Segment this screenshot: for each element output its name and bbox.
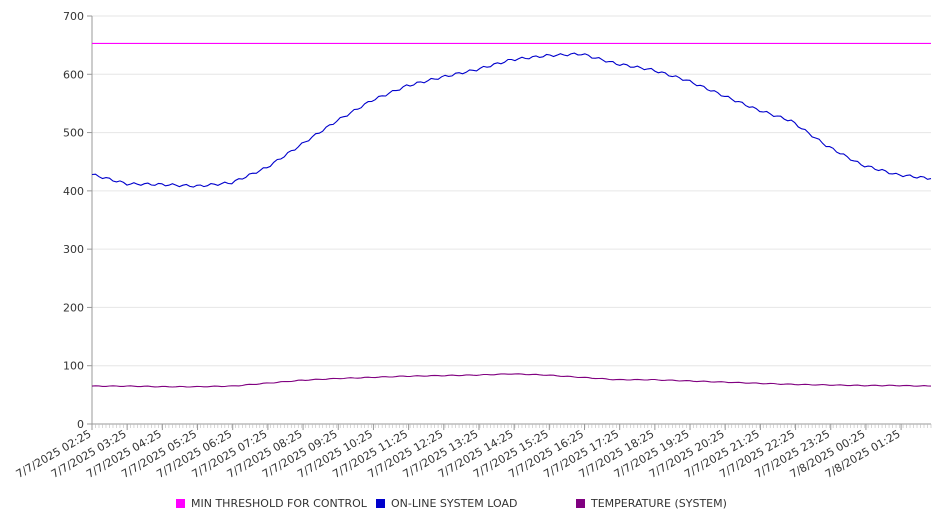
y-tick-label: 200: [63, 301, 84, 314]
y-tick-label: 700: [63, 10, 84, 23]
series-line-system-load: [91, 52, 932, 188]
y-tick-label: 300: [63, 243, 84, 256]
legend-item-min-threshold[interactable]: MIN THRESHOLD FOR CONTROL: [176, 497, 367, 510]
y-tick-label: 600: [63, 68, 84, 81]
y-tick-label: 100: [63, 360, 84, 373]
grid-lines: [92, 15, 931, 367]
legend-label-system-load: ON-LINE SYSTEM LOAD: [391, 497, 518, 510]
legend-swatch-temperature: [576, 499, 585, 508]
y-axis-ticks: 0 100 200 300 400 500 600 700: [63, 10, 92, 431]
y-tick-label: 0: [77, 418, 84, 431]
series-lines: [91, 42, 932, 388]
legend-swatch-system-load: [376, 499, 385, 508]
chart-axes: [91, 16, 931, 425]
x-axis-ticks: 7/7/2025 02:257/7/2025 03:257/7/2025 04:…: [14, 424, 932, 481]
legend-swatch-min-threshold: [176, 499, 185, 508]
y-tick-label: 400: [63, 185, 84, 198]
chart-legend: MIN THRESHOLD FOR CONTROL ON-LINE SYSTEM…: [0, 497, 946, 515]
series-line-temperature: [91, 373, 932, 388]
legend-item-temperature[interactable]: TEMPERATURE (SYSTEM): [576, 497, 727, 510]
legend-label-min-threshold: MIN THRESHOLD FOR CONTROL: [191, 497, 367, 510]
y-tick-label: 500: [63, 127, 84, 140]
legend-label-temperature: TEMPERATURE (SYSTEM): [591, 497, 727, 510]
legend-item-system-load[interactable]: ON-LINE SYSTEM LOAD: [376, 497, 517, 510]
